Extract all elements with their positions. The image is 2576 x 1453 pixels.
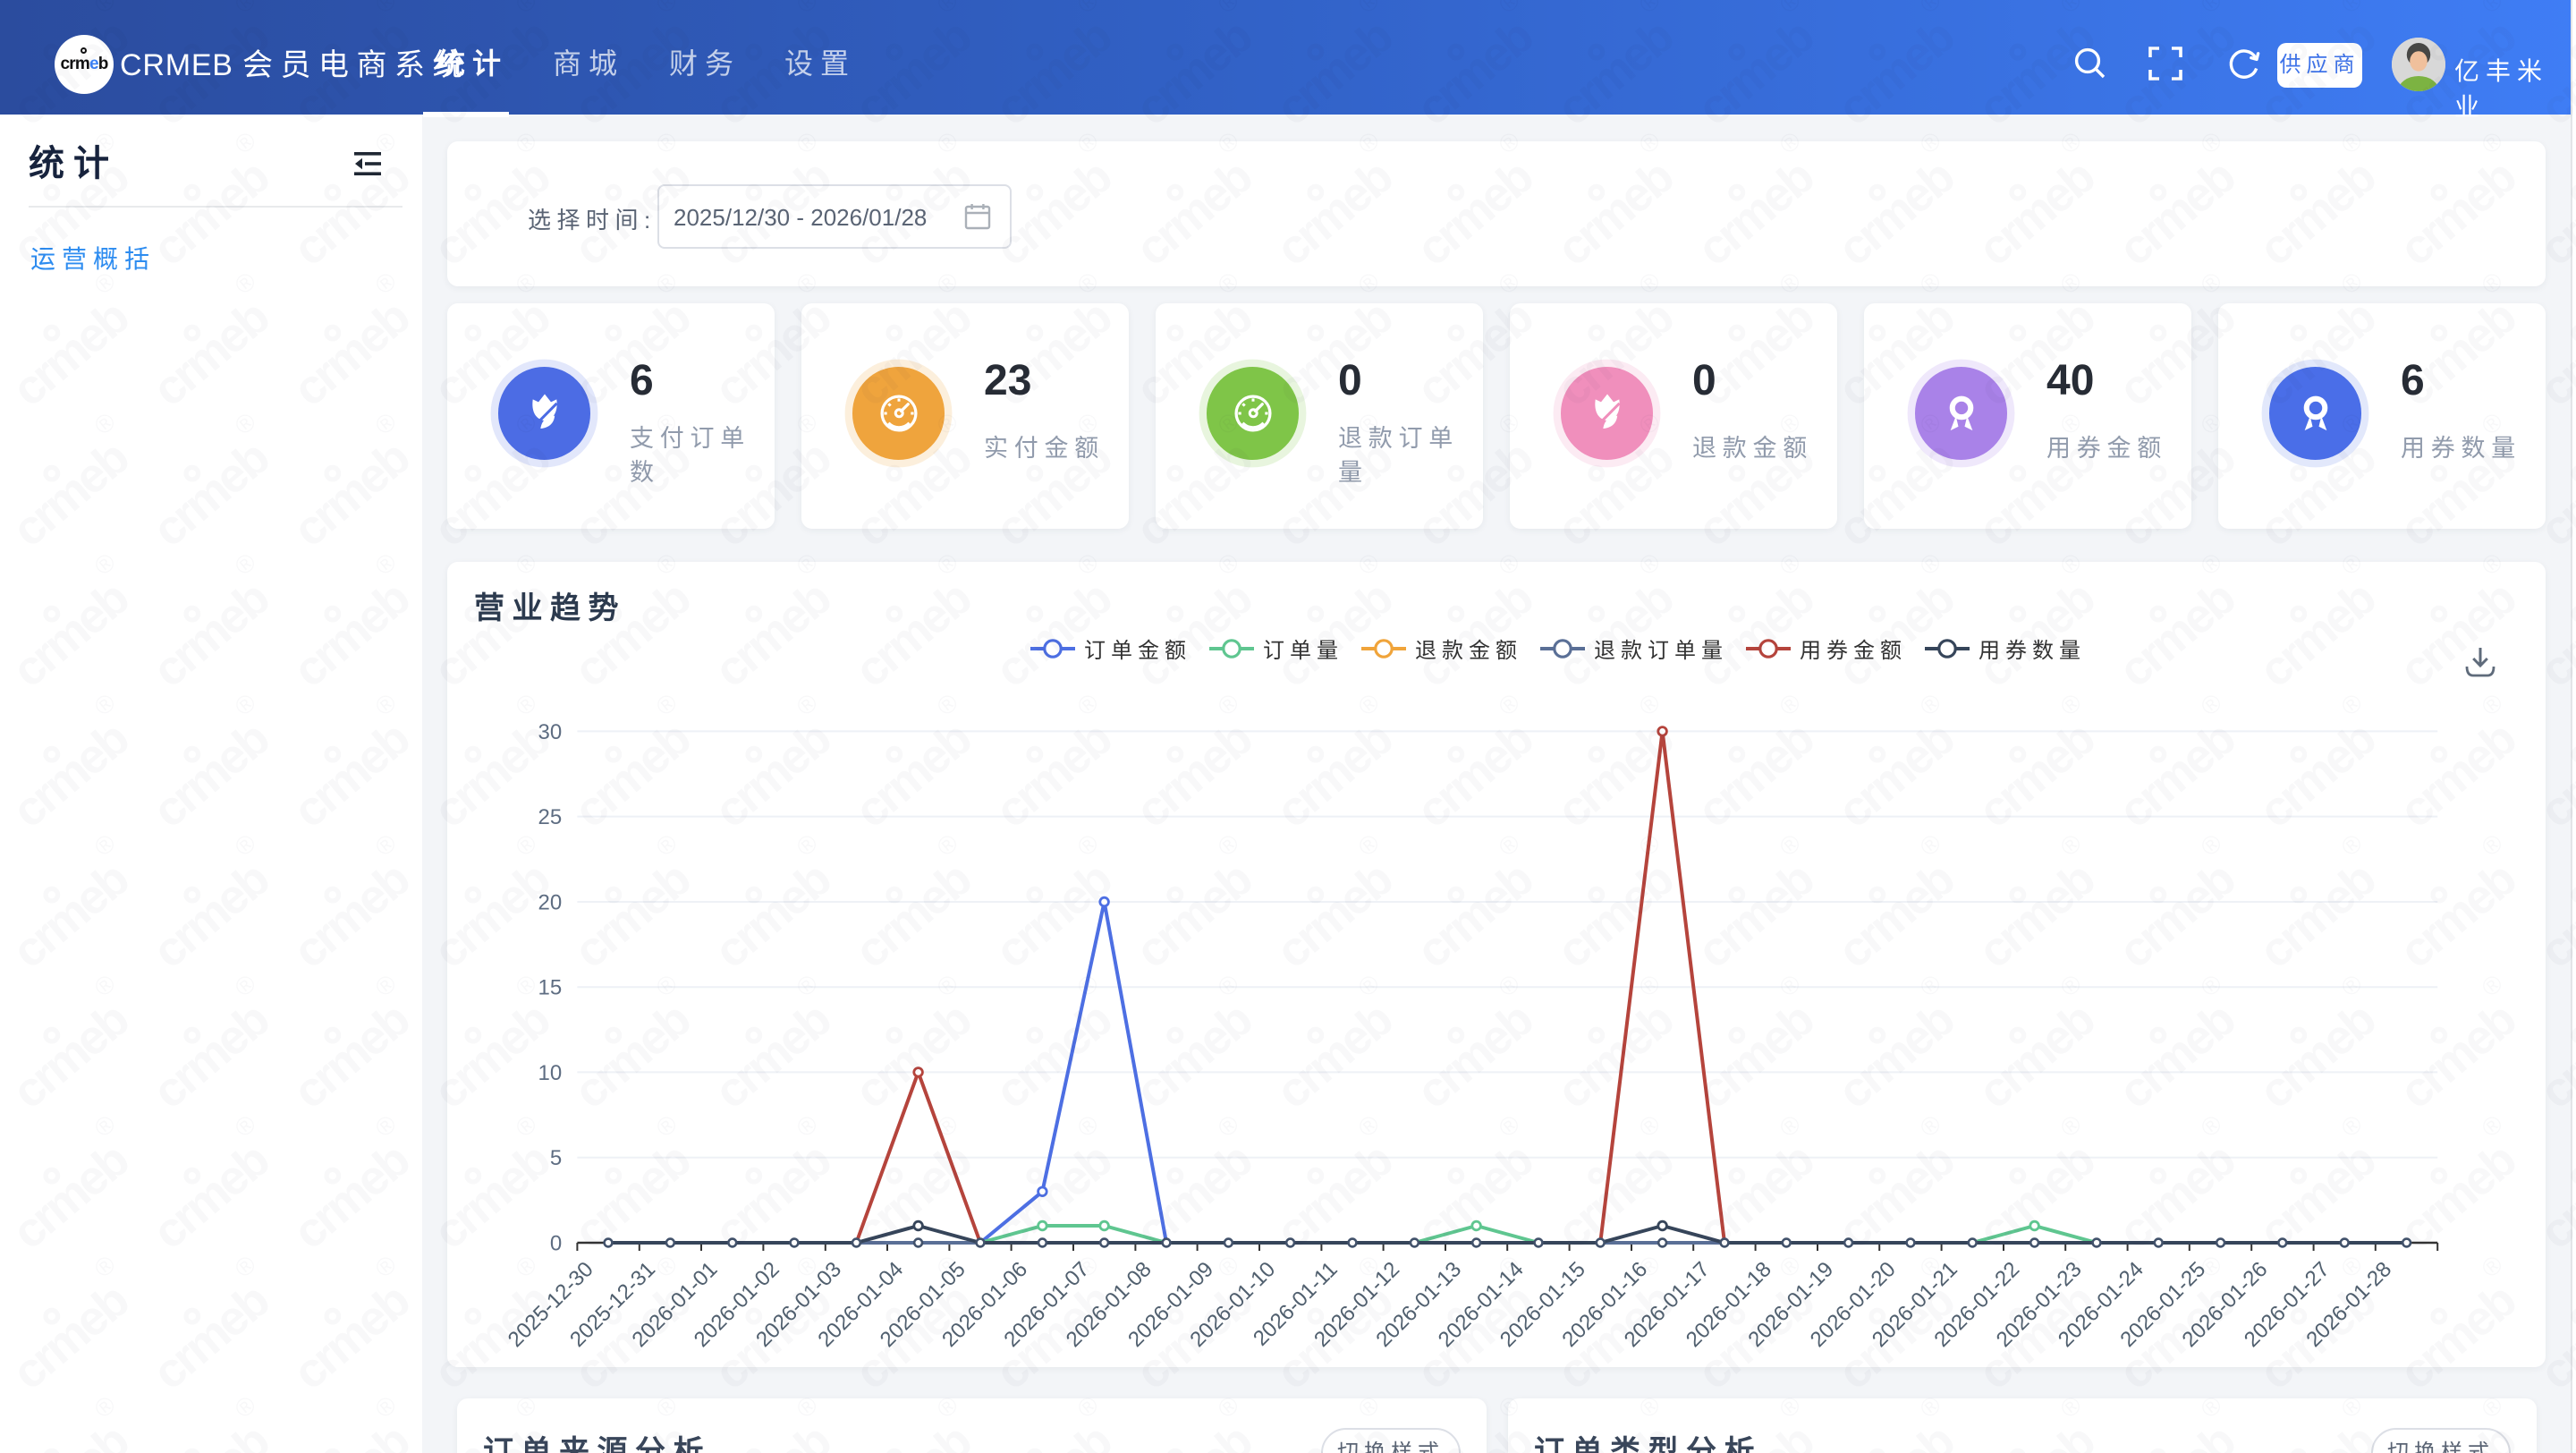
- svg-text:5: 5: [550, 1146, 562, 1170]
- svg-text:25: 25: [538, 805, 562, 829]
- svg-text:0: 0: [550, 1231, 562, 1255]
- svg-text:30: 30: [538, 719, 562, 743]
- svg-text:10: 10: [538, 1060, 562, 1084]
- svg-text:crmeb: crmeb: [2530, 1415, 2576, 1453]
- svg-text:15: 15: [538, 975, 562, 999]
- svg-text:20: 20: [538, 890, 562, 914]
